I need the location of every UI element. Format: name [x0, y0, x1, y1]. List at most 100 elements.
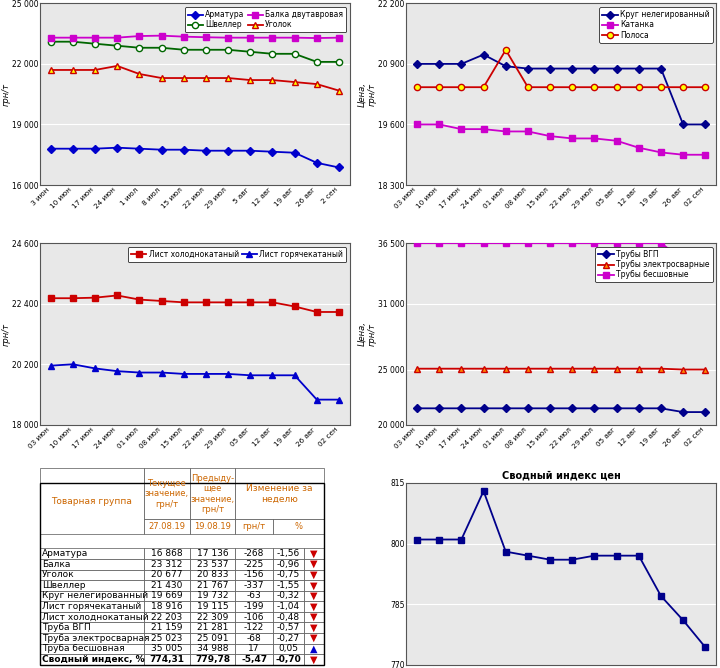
Y-axis label: Цена,
грн/т: Цена, грн/т: [0, 81, 10, 107]
Лист холоднокатаный: [46, 294, 55, 302]
Трубы бесшовные: [657, 239, 665, 247]
Line: Круг нелегированный: Круг нелегированный: [414, 51, 708, 128]
Балка двутавровая: [268, 33, 276, 41]
Text: Труба ВГП: Труба ВГП: [42, 623, 91, 632]
Трубы ВГП: [590, 404, 599, 412]
Уголок: [68, 66, 77, 74]
Круг нелегированный: [457, 60, 466, 68]
Швеллер: [335, 58, 343, 66]
FancyBboxPatch shape: [189, 591, 235, 601]
Лист горячекатаный: [268, 371, 276, 379]
Text: 23 537: 23 537: [197, 560, 228, 568]
FancyBboxPatch shape: [143, 559, 189, 570]
Трубы бесшовные: [501, 239, 510, 247]
Трубы электросварные: [457, 365, 466, 373]
Text: -0,75: -0,75: [276, 570, 300, 579]
Text: ▼: ▼: [310, 580, 318, 591]
Полоса: [657, 84, 665, 92]
Катанка: [501, 128, 510, 136]
FancyBboxPatch shape: [273, 643, 304, 654]
Уголок: [202, 74, 210, 82]
FancyBboxPatch shape: [304, 591, 324, 601]
FancyBboxPatch shape: [304, 559, 324, 570]
Катанка: [457, 125, 466, 133]
FancyBboxPatch shape: [235, 601, 273, 612]
Трубы бесшовные: [612, 239, 621, 247]
Лист горячекатаный: [157, 369, 166, 377]
Line: Уголок: Уголок: [48, 63, 342, 94]
Лист горячекатаный: [202, 370, 210, 378]
Катанка: [590, 134, 599, 142]
Лист горячекатаный: [91, 365, 99, 373]
Трубы ВГП: [501, 404, 510, 412]
Полоса: [568, 84, 577, 92]
FancyBboxPatch shape: [143, 612, 189, 623]
Line: Трубы бесшовные: Трубы бесшовные: [414, 240, 708, 263]
FancyBboxPatch shape: [235, 643, 273, 654]
Text: -1,56: -1,56: [276, 549, 300, 558]
Катанка: [657, 148, 665, 156]
Швеллер: [46, 37, 55, 45]
Трубы электросварные: [568, 365, 577, 373]
Трубы электросварные: [480, 365, 488, 373]
Text: Арматура: Арматура: [42, 549, 89, 558]
Text: Круг нелегированный: Круг нелегированный: [42, 591, 148, 601]
Лист горячекатаный: [312, 395, 321, 403]
Лист горячекатаный: [68, 360, 77, 368]
Text: 21 767: 21 767: [197, 581, 228, 590]
Line: Катанка: Катанка: [414, 122, 708, 158]
Швеллер: [268, 50, 276, 58]
Катанка: [612, 137, 621, 145]
Круг нелегированный: [568, 65, 577, 73]
Полоса: [501, 46, 510, 54]
Балка двутавровая: [335, 33, 343, 41]
FancyBboxPatch shape: [40, 623, 143, 633]
Катанка: [634, 144, 643, 152]
FancyBboxPatch shape: [40, 570, 143, 580]
FancyBboxPatch shape: [189, 570, 235, 580]
Лист горячекатаный: [290, 371, 299, 379]
Уголок: [246, 76, 255, 84]
Text: 21 281: 21 281: [197, 623, 228, 632]
Арматура: [224, 147, 233, 155]
Арматура: [91, 145, 99, 153]
Text: Сводный индекс, %: Сводный индекс, %: [42, 655, 145, 664]
Text: 779,78: 779,78: [195, 655, 230, 664]
Трубы ВГП: [480, 404, 488, 412]
Катанка: [568, 134, 577, 142]
FancyBboxPatch shape: [143, 580, 189, 591]
Лист холоднокатаный: [157, 297, 166, 305]
Трубы ВГП: [612, 404, 621, 412]
Text: Труба бесшовная: Труба бесшовная: [42, 645, 125, 653]
Лист холоднокатаный: [91, 294, 99, 302]
Text: ▼: ▼: [310, 548, 318, 558]
FancyBboxPatch shape: [304, 623, 324, 633]
Text: -1,04: -1,04: [276, 602, 300, 611]
Лист горячекатаный: [335, 395, 343, 403]
Text: 22 203: 22 203: [151, 613, 182, 622]
Y-axis label: Цена,
грн/т: Цена, грн/т: [357, 81, 377, 107]
Text: ▼: ▼: [310, 623, 318, 633]
Лист холоднокатаный: [113, 291, 122, 299]
Арматура: [135, 145, 144, 153]
FancyBboxPatch shape: [235, 468, 324, 519]
Балка двутавровая: [135, 32, 144, 40]
FancyBboxPatch shape: [273, 580, 304, 591]
FancyBboxPatch shape: [189, 519, 235, 534]
Text: ▲: ▲: [310, 644, 318, 654]
Швеллер: [113, 41, 122, 49]
Text: ▼: ▼: [310, 591, 318, 601]
FancyBboxPatch shape: [235, 633, 273, 643]
Круг нелегированный: [435, 60, 444, 68]
Трубы электросварные: [679, 365, 688, 373]
Legend: Лист холоднокатаный, Лист горячекатаный: Лист холоднокатаный, Лист горячекатаный: [128, 247, 346, 262]
Трубы ВГП: [701, 408, 710, 416]
Text: 25 023: 25 023: [151, 634, 182, 643]
FancyBboxPatch shape: [304, 612, 324, 623]
Трубы бесшовные: [523, 239, 532, 247]
FancyBboxPatch shape: [304, 580, 324, 591]
Text: -268: -268: [244, 549, 264, 558]
Line: Швеллер: Швеллер: [48, 39, 342, 65]
Катанка: [413, 120, 421, 128]
Полоса: [413, 84, 421, 92]
